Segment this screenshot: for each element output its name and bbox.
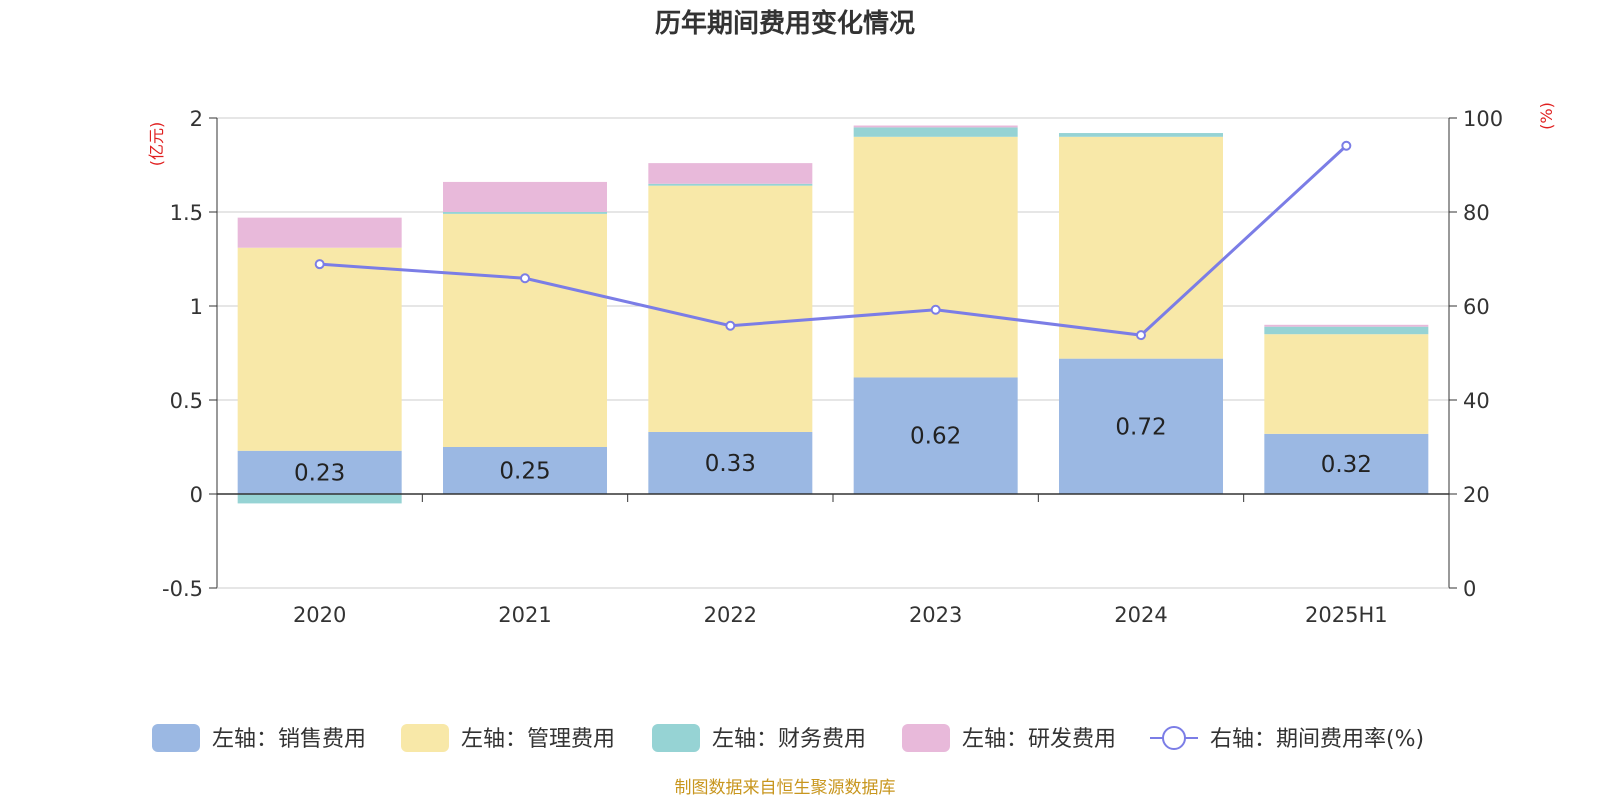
- legend-swatch: [152, 724, 200, 752]
- legend-swatch: [652, 724, 700, 752]
- legend-marker: [1162, 726, 1186, 750]
- legend-swatch: [401, 724, 449, 752]
- category-label: 2025H1: [1305, 603, 1388, 627]
- bar-segment: [443, 213, 607, 447]
- category-label: 2020: [293, 603, 346, 627]
- bar-segment: [853, 125, 1018, 128]
- legend-label: 左轴：财务费用: [712, 727, 866, 752]
- legend-swatch: [902, 724, 950, 752]
- bars: [237, 125, 1429, 504]
- right-tick-label: 20: [1463, 483, 1490, 507]
- category-label: 2024: [1114, 603, 1167, 627]
- bar-segment: [648, 183, 813, 186]
- right-axis-unit: (%): [1537, 102, 1556, 130]
- bar-segment: [853, 136, 1018, 378]
- bar-segment: [443, 181, 607, 212]
- rate-point: [1341, 140, 1352, 151]
- data-label: 0.32: [1321, 452, 1372, 478]
- rate-point: [520, 273, 530, 284]
- data-label: 0.23: [294, 460, 345, 486]
- right-tick-label: 60: [1463, 295, 1490, 319]
- bar-segment: [648, 185, 813, 432]
- bar-segment: [1059, 358, 1223, 494]
- left-tick-label: 0.5: [170, 389, 203, 413]
- category-label: 2021: [498, 603, 551, 627]
- chart-title: 历年期间费用变化情况: [655, 8, 915, 39]
- legend-label: 左轴：管理费用: [461, 727, 615, 752]
- bar-segment: [853, 377, 1018, 494]
- grid-lines: [217, 117, 1449, 589]
- left-axis-unit: (亿元): [147, 122, 166, 167]
- data-labels: 0.23 0.25 0.33 0.62 0.72 0.32: [294, 414, 1372, 486]
- source-note: 制图数据来自恒生聚源数据库: [675, 778, 896, 798]
- bar-segment: [443, 212, 607, 214]
- bar-segment: [1264, 334, 1429, 434]
- bar-segment: [1264, 324, 1429, 327]
- right-tick-label: 100: [1463, 107, 1503, 131]
- bar-segment: [1059, 133, 1223, 137]
- bar-segment: [443, 447, 607, 494]
- bar-segment: [237, 494, 402, 504]
- bar-segment: [237, 450, 402, 494]
- left-tick-label: -0.5: [162, 577, 203, 601]
- rate-point: [930, 304, 941, 315]
- rate-line-path: [319, 144, 1348, 337]
- category-label: 2023: [909, 603, 962, 627]
- rate-point: [314, 259, 325, 270]
- data-label: 0.62: [910, 424, 961, 450]
- data-label: 0.25: [499, 459, 550, 485]
- left-tick-label: 0: [190, 483, 203, 507]
- bar-segment: [648, 431, 813, 494]
- right-tick-label: 0: [1463, 577, 1476, 601]
- legend: 左轴：销售费用 左轴：管理费用 左轴：财务费用 左轴：研发费用 右轴：期间费用率(%): [152, 724, 1424, 752]
- bar-segment: [1264, 433, 1429, 494]
- legend-label: 右轴：期间费用率(%): [1210, 727, 1424, 752]
- rate-line: [314, 140, 1352, 341]
- bar-segment: [648, 163, 813, 184]
- rate-point: [725, 320, 736, 331]
- right-tick-label: 80: [1463, 201, 1490, 225]
- left-tick-label: 2: [190, 107, 203, 131]
- legend-label: 左轴：研发费用: [962, 727, 1116, 752]
- legend-label: 左轴：销售费用: [212, 727, 366, 752]
- bar-segment: [1264, 326, 1429, 335]
- bar-segment: [237, 217, 402, 248]
- category-label: 2022: [704, 603, 757, 627]
- bar-segment: [1059, 136, 1223, 359]
- data-label: 0.33: [705, 451, 756, 477]
- right-tick-label: 40: [1463, 389, 1490, 413]
- rate-point: [1136, 330, 1146, 341]
- left-tick-label: 1: [190, 295, 203, 319]
- left-tick-label: 1.5: [170, 201, 203, 225]
- data-label: 0.72: [1115, 414, 1166, 440]
- bar-segment: [853, 127, 1018, 137]
- bar-segment: [237, 247, 402, 451]
